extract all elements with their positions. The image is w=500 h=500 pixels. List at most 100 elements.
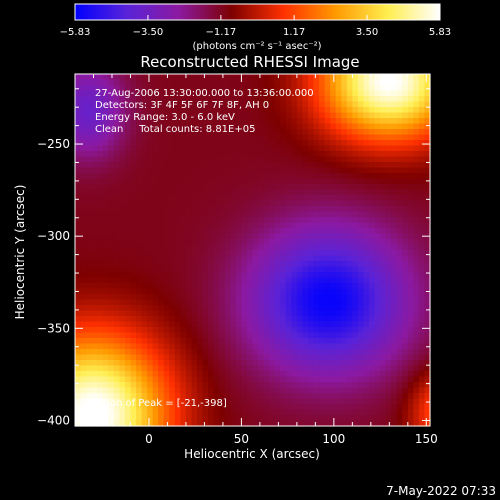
heatmap-cell [413, 90, 420, 97]
heatmap-cell [185, 420, 193, 427]
heatmap-cell [363, 404, 370, 411]
heatmap-cell [380, 272, 387, 279]
heatmap-cell [141, 85, 148, 92]
heatmap-cell [263, 239, 270, 246]
heatmap-cell [124, 305, 132, 312]
heatmap-cell [269, 393, 276, 400]
heatmap-cell [230, 349, 237, 356]
heatmap-cell [152, 398, 159, 405]
heatmap-cell [252, 79, 259, 86]
heatmap-cell [158, 277, 165, 284]
heatmap-cell [296, 151, 304, 158]
heatmap-cell [258, 222, 265, 229]
heatmap-cell [219, 123, 226, 130]
heatmap-cell [130, 332, 137, 339]
heatmap-cell [407, 156, 414, 163]
heatmap-cell [313, 376, 320, 383]
heatmap-cell [185, 129, 193, 136]
heatmap-cell [241, 90, 248, 97]
heatmap-cell [346, 415, 353, 422]
heatmap-cell [158, 255, 165, 262]
heatmap-cell [363, 96, 370, 103]
heatmap-cell [224, 343, 231, 350]
heatmap-cell [219, 294, 226, 301]
heatmap-cell [152, 294, 159, 301]
heatmap-cell [230, 338, 237, 345]
heatmap-cell [413, 228, 420, 235]
heatmap-cell [152, 206, 159, 213]
heatmap-cell [274, 90, 281, 97]
heatmap-cell [202, 266, 209, 273]
heatmap-cell [158, 360, 165, 367]
heatmap-cell [357, 398, 365, 405]
heatmap-cell [296, 343, 304, 350]
heatmap-cell [374, 349, 381, 356]
heatmap-cell [130, 382, 137, 389]
heatmap-cell [91, 167, 98, 174]
heatmap-cell [136, 387, 143, 394]
heatmap-cell [330, 349, 337, 356]
heatmap-cell [191, 305, 198, 312]
heatmap-cell [352, 294, 359, 301]
heatmap-cell [280, 321, 287, 328]
heatmap-cell [252, 173, 259, 180]
heatmap-cell [119, 305, 126, 312]
heatmap-cell [319, 118, 326, 125]
heatmap-cell [296, 354, 304, 361]
heatmap-cell [285, 151, 292, 158]
heatmap-cell [357, 79, 365, 86]
heatmap-cell [219, 118, 226, 125]
heatmap-cell [391, 162, 398, 169]
heatmap-cell [269, 420, 276, 427]
heatmap-cell [274, 376, 281, 383]
heatmap-cell [241, 189, 248, 196]
heatmap-cell [102, 272, 109, 279]
heatmap-cell [130, 90, 137, 97]
heatmap-cell [191, 404, 198, 411]
heatmap-cell [335, 189, 342, 196]
heatmap-cell [302, 74, 309, 81]
heatmap-cell [102, 178, 109, 185]
heatmap-cell [352, 173, 359, 180]
heatmap-cell [197, 420, 204, 427]
heatmap-cell [396, 151, 403, 158]
heatmap-cell [352, 382, 359, 389]
heatmap-cell [224, 305, 231, 312]
heatmap-cell [402, 250, 409, 257]
heatmap-cell [180, 222, 187, 229]
heatmap-cell [380, 206, 387, 213]
heatmap-cell [374, 195, 381, 202]
heatmap-cell [341, 107, 348, 114]
heatmap-cell [341, 178, 348, 185]
heatmap-cell [158, 404, 165, 411]
heatmap-cell [213, 233, 220, 240]
heatmap-cell [185, 178, 193, 185]
heatmap-cell [330, 184, 337, 191]
heatmap-cell [235, 327, 243, 334]
heatmap-cell [374, 184, 381, 191]
heatmap-cell [341, 200, 348, 207]
heatmap-cell [296, 178, 304, 185]
heatmap-cell [124, 239, 132, 246]
heatmap-cell [208, 321, 215, 328]
heatmap-cell [91, 360, 98, 367]
heatmap-cell [363, 173, 370, 180]
heatmap-cell [169, 178, 176, 185]
heatmap-cell [219, 178, 226, 185]
heatmap-cell [418, 305, 426, 312]
heatmap-cell [418, 74, 426, 81]
heatmap-cell [385, 310, 392, 317]
heatmap-cell [330, 321, 337, 328]
heatmap-cell [91, 217, 98, 224]
heatmap-cell [291, 239, 298, 246]
heatmap-cell [235, 382, 243, 389]
heatmap-cell [418, 294, 426, 301]
heatmap-cell [152, 244, 159, 251]
heatmap-cell [158, 321, 165, 328]
heatmap-cell [341, 211, 348, 218]
heatmap-cell [335, 316, 342, 323]
heatmap-cell [285, 134, 292, 141]
heatmap-cell [141, 338, 148, 345]
heatmap-cell [230, 266, 237, 273]
heatmap-cell [97, 123, 104, 130]
